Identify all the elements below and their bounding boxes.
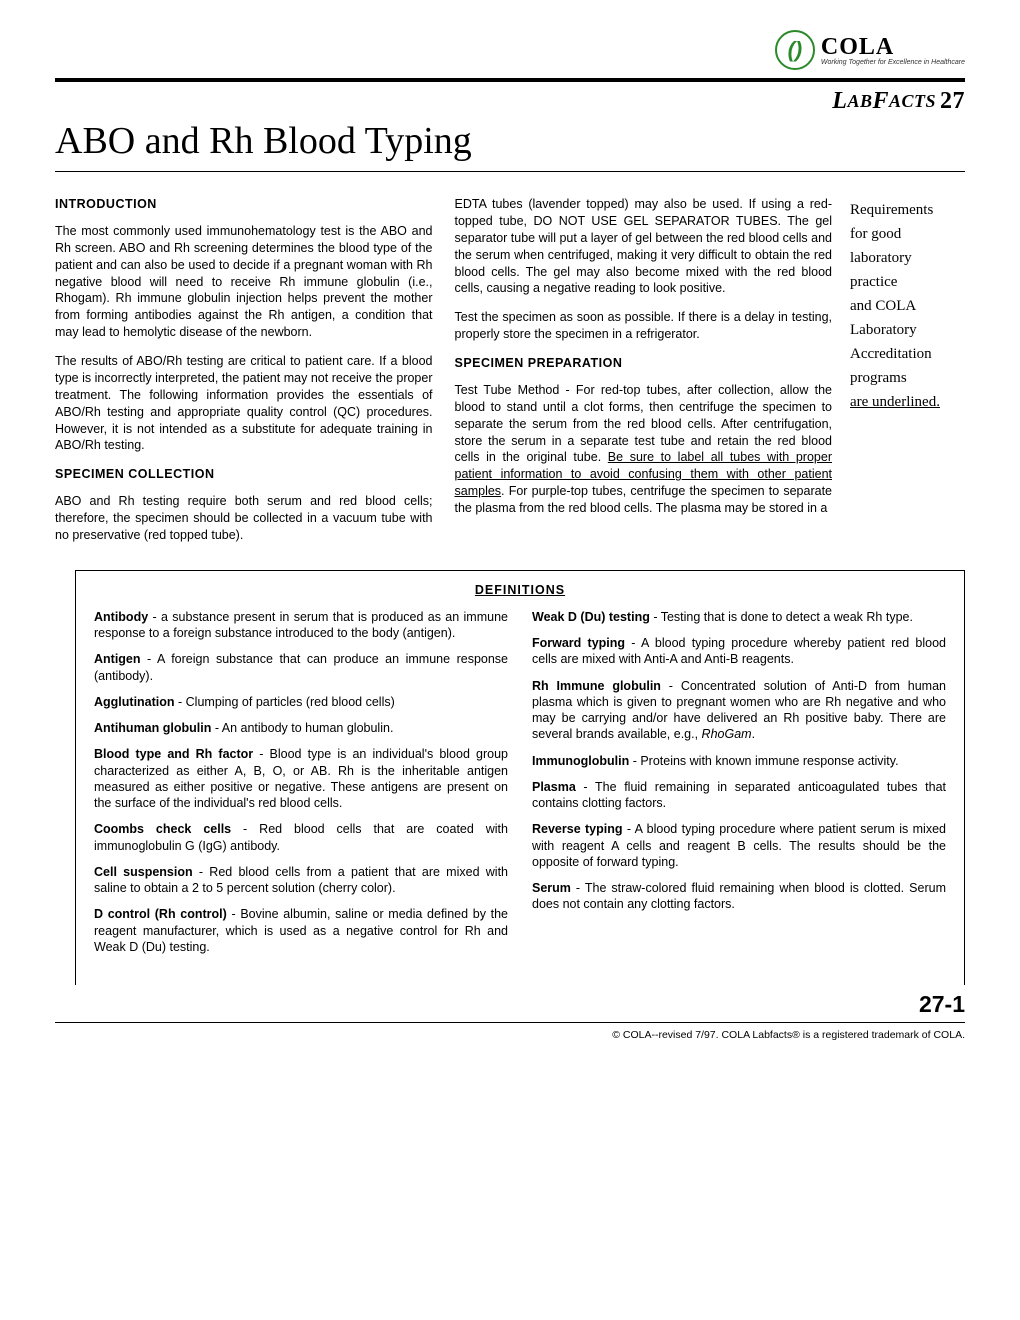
brand-logo: () COLA Working Together for Excellence … [775, 30, 965, 70]
sidebar-line: laboratory [850, 246, 965, 270]
definition-item: Blood type and Rh factor - Blood type is… [94, 746, 508, 811]
prep-p1-b: . For purple-top tubes, centrifuge the s… [455, 484, 833, 515]
prep-p1: Test Tube Method - For red-top tubes, af… [455, 382, 833, 517]
right-p1: EDTA tubes (lavender topped) may also be… [455, 196, 833, 297]
collection-heading: SPECIMEN COLLECTION [55, 466, 433, 483]
collection-p1: ABO and Rh testing require both serum an… [55, 493, 433, 544]
definitions-box: DEFINITIONS Antibody - a substance prese… [75, 570, 965, 985]
series-number: 27 [940, 88, 965, 114]
definition-item: Forward typing - A blood typing procedur… [532, 635, 946, 668]
definition-item: Serum - The straw-colored fluid remainin… [532, 880, 946, 913]
logo-glyph: () [788, 37, 803, 63]
intro-p2: The results of ABO/Rh testing are critic… [55, 353, 433, 454]
definitions-right-col: Weak D (Du) testing - Testing that is do… [532, 609, 946, 965]
page-title: ABO and Rh Blood Typing [55, 119, 965, 163]
sidebar-line: Requirements [850, 198, 965, 222]
sidebar-line: for good [850, 222, 965, 246]
intro-p1: The most commonly used immunohematology … [55, 223, 433, 341]
definitions-title: DEFINITIONS [94, 583, 946, 597]
logo-text-block: COLA Working Together for Excellence in … [821, 35, 965, 66]
definition-item: D control (Rh control) - Bovine albumin,… [94, 906, 508, 955]
definition-item: Reverse typing - A blood typing procedur… [532, 821, 946, 870]
brand-name: COLA [821, 35, 965, 59]
sidebar-line: programs [850, 366, 965, 390]
series-f: F [872, 88, 889, 114]
header-rule [55, 78, 965, 82]
right-column: EDTA tubes (lavender topped) may also be… [455, 196, 833, 556]
left-column: INTRODUCTION The most commonly used immu… [55, 196, 433, 556]
series-label: LABFACTS27 [55, 88, 965, 115]
sidebar-line: and COLA [850, 294, 965, 318]
definition-item: Coombs check cells - Red blood cells tha… [94, 821, 508, 854]
definition-item: Antigen - A foreign substance that can p… [94, 651, 508, 684]
body-columns: INTRODUCTION The most commonly used immu… [55, 196, 832, 556]
sidebar-line: Accreditation [850, 342, 965, 366]
definition-item: Cell suspension - Red blood cells from a… [94, 864, 508, 897]
page-number: 27-1 [55, 991, 965, 1018]
intro-heading: INTRODUCTION [55, 196, 433, 213]
logo-mark: () [775, 30, 815, 70]
sidebar-line: Laboratory [850, 318, 965, 342]
right-p2: Test the specimen as soon as possible. I… [455, 309, 833, 343]
footer-copyright: © COLA--revised 7/97. COLA Labfacts® is … [55, 1029, 965, 1041]
sidebar-line-underlined: are underlined. [850, 390, 965, 414]
definitions-left-col: Antibody - a substance present in serum … [94, 609, 508, 965]
definition-item: Immunoglobulin - Proteins with known imm… [532, 753, 946, 769]
footer-rule [55, 1022, 965, 1023]
definition-item: Agglutination - Clumping of particles (r… [94, 694, 508, 710]
main-content: INTRODUCTION The most commonly used immu… [55, 196, 965, 556]
title-rule [55, 171, 965, 172]
definition-item: Plasma - The fluid remaining in separate… [532, 779, 946, 812]
sidebar-line: practice [850, 270, 965, 294]
definition-item: Weak D (Du) testing - Testing that is do… [532, 609, 946, 625]
series-l: L [832, 88, 847, 114]
header: () COLA Working Together for Excellence … [55, 30, 965, 70]
series-acts: ACTS [889, 91, 936, 111]
definition-item: Antihuman globulin - An antibody to huma… [94, 720, 508, 736]
definition-item: Rh Immune globulin - Concentrated soluti… [532, 678, 946, 743]
brand-tagline: Working Together for Excellence in Healt… [821, 59, 965, 66]
definitions-columns: Antibody - a substance present in serum … [94, 609, 946, 965]
sidebar-note: Requirements for good laboratory practic… [850, 196, 965, 556]
prep-heading: SPECIMEN PREPARATION [455, 355, 833, 372]
series-ab: AB [847, 91, 872, 111]
definition-item: Antibody - a substance present in serum … [94, 609, 508, 642]
